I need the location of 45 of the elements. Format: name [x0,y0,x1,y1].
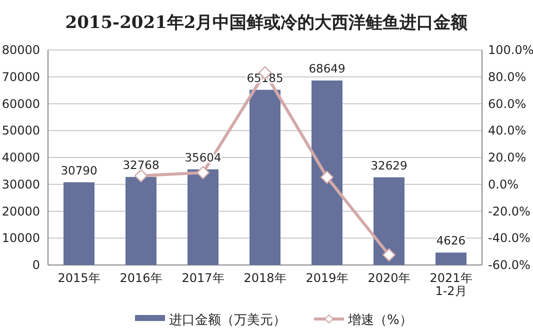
y2-tick-label: -20.0% [488,204,530,218]
x-tick-label: 2021年 1-2月 [430,271,472,298]
bar [312,80,342,265]
y2-tick-label: 20.0% [488,150,526,164]
y-tick-label: 30000 [2,177,40,192]
x-tick-label: 2016年 [120,271,162,285]
legend-label: 增速（%） [347,313,412,328]
y2-tick-label: -60.0% [488,258,530,272]
y-tick-label: 40000 [2,150,40,164]
bar [126,176,156,265]
bar [250,90,280,265]
data-label: 32768 [122,158,160,172]
y2-tick-label: 60.0% [488,96,526,111]
bar [188,169,218,265]
x-tick-label: 2017年 [182,271,224,285]
bar [436,252,466,265]
y-tick-label: 80000 [2,43,40,57]
y-tick-label: 60000 [2,96,40,111]
point [196,166,210,180]
y2-tick-label: 40.0% [488,124,526,138]
point [134,169,148,182]
data-label: 68649 [308,62,346,76]
x-tick-label: 2019年 [306,271,348,285]
data-label: 30790 [60,163,98,178]
y2-tick-label: -40.0% [488,231,530,246]
data-label: 35604 [184,150,222,164]
data-label: 32629 [370,158,408,172]
bar [64,182,94,265]
y-tick-label: 20000 [2,204,40,218]
bar [374,177,404,265]
x-tick-label: 2018年 [244,271,286,285]
point [320,170,334,184]
chart-title: 2015-2021年2月中国鲜或冷的大西洋鲑鱼进口金额 [65,13,469,33]
y-tick-label: 50000 [2,124,40,138]
y2-tick-label: 100.0% [488,43,533,57]
y2-tick-label: 80.0% [488,70,526,84]
y-tick-label: 10000 [2,231,40,246]
point [382,248,396,262]
y-tick-label: 70000 [2,70,40,84]
y2-tick-label: 0.0% [488,177,518,192]
x-tick-label: 2020年 [368,271,410,285]
legend-label: 进口金额（万美元） [169,312,286,328]
data-label: 4626 [436,234,466,248]
y-tick-label: 0 [32,258,40,272]
x-tick-label: 2015年 [58,271,100,285]
